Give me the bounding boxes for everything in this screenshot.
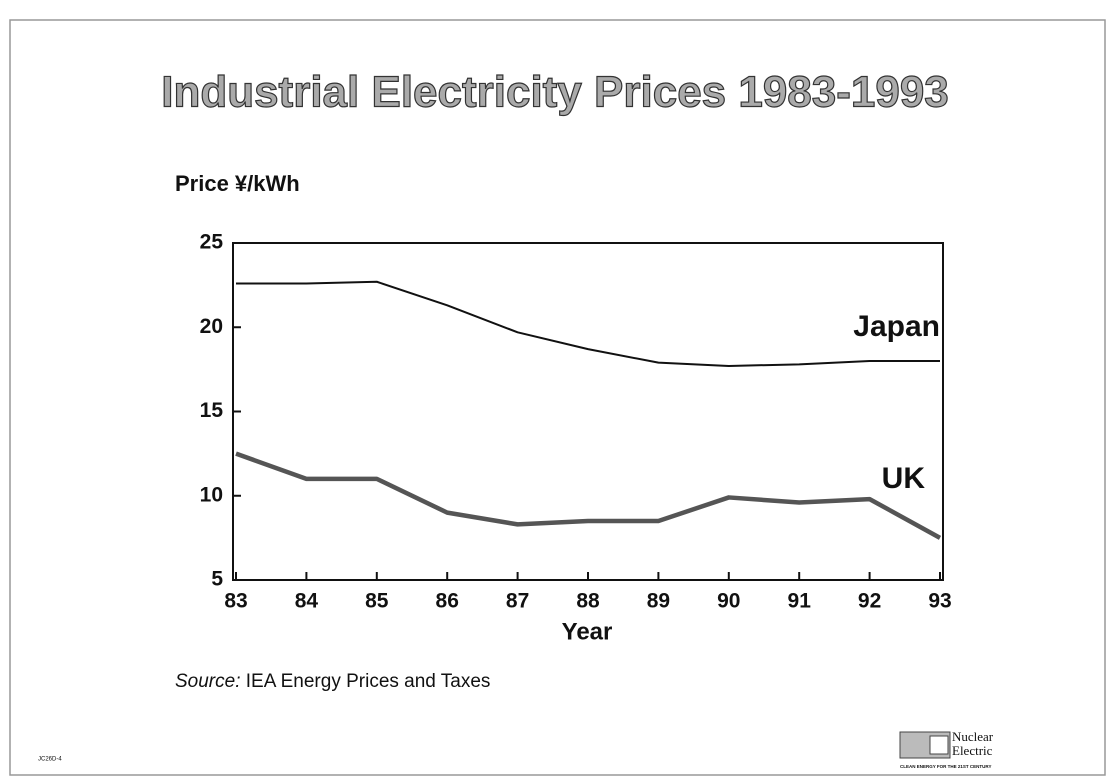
logo-icon <box>929 735 949 755</box>
x-tick-label: 87 <box>506 590 529 613</box>
y-tick-label: 10 <box>200 483 223 506</box>
page-frame <box>9 19 1106 776</box>
y-tick-label: 20 <box>200 315 223 338</box>
chart-title: Industrial Electricity Prices 1983-1993 <box>161 68 949 117</box>
logo-text: Nuclear <box>952 729 994 744</box>
x-tick-label: 83 <box>224 590 247 613</box>
line-series <box>236 280 940 368</box>
x-tick-label: 84 <box>295 590 319 613</box>
x-tick-label: 88 <box>576 590 600 613</box>
series-label: Japan <box>853 310 940 343</box>
source-text: IEA Energy Prices and Taxes <box>246 671 491 692</box>
source-label: Source: <box>175 671 240 692</box>
x-tick-label: 92 <box>858 590 881 613</box>
y-tick-label: 15 <box>200 399 224 422</box>
source: Source: IEA Energy Prices and Taxes <box>175 671 490 692</box>
y-tick-label: 25 <box>200 231 224 254</box>
series-label: UK <box>882 462 926 495</box>
x-tick-label: 86 <box>436 590 459 613</box>
x-tick-label: 85 <box>365 590 389 613</box>
plot-frame <box>232 242 944 581</box>
line-series <box>235 451 942 540</box>
doc-code: JC26D-4 <box>38 757 62 763</box>
logo-text: Electric <box>952 743 993 758</box>
x-tick-label: 90 <box>717 590 740 613</box>
x-axis-label: Year <box>562 618 613 645</box>
x-tick-label: 93 <box>928 590 951 613</box>
y-tick-label: 5 <box>211 568 223 591</box>
logo-tagline: CLEAN ENERGY FOR THE 21ST CENTURY <box>900 764 992 769</box>
x-tick-label: 89 <box>647 590 670 613</box>
x-tick-label: 91 <box>788 590 812 613</box>
y-axis-label: Price ¥/kWh <box>175 171 300 196</box>
